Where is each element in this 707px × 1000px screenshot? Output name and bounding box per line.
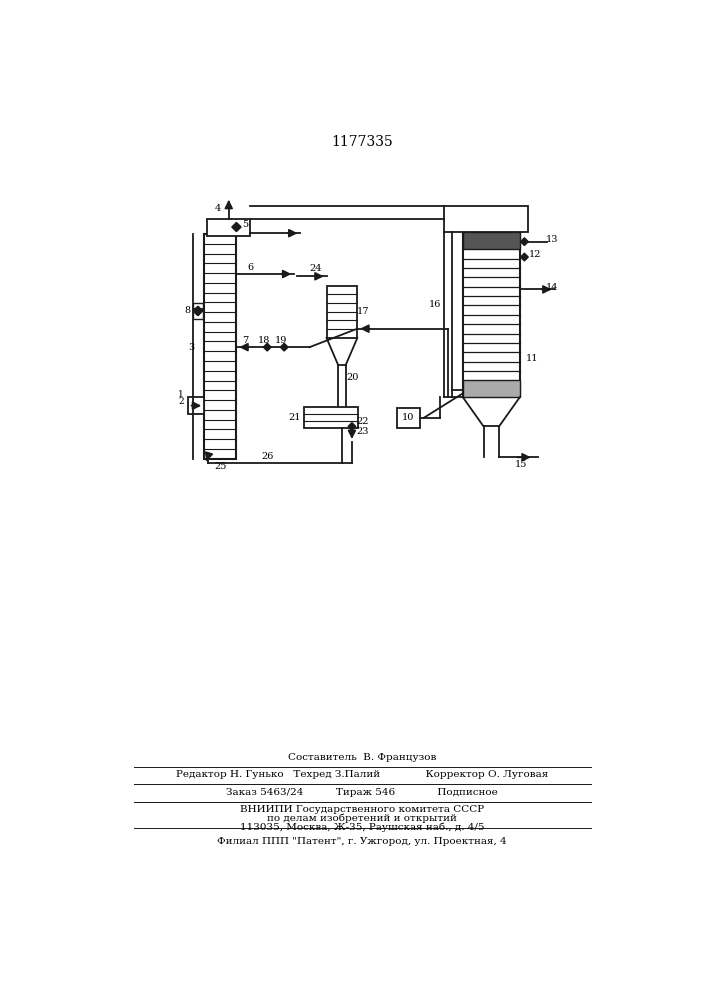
Bar xyxy=(188,397,204,414)
Text: 6: 6 xyxy=(247,263,253,272)
Text: 21: 21 xyxy=(288,413,301,422)
Bar xyxy=(304,407,358,428)
Text: 17: 17 xyxy=(357,307,370,316)
Text: ВНИИПИ Государственного комитета СССР: ВНИИПИ Государственного комитета СССР xyxy=(240,805,484,814)
Polygon shape xyxy=(193,306,203,316)
Bar xyxy=(204,234,236,459)
Text: 14: 14 xyxy=(546,283,559,292)
Text: 10: 10 xyxy=(402,413,414,422)
Text: 8: 8 xyxy=(184,306,190,315)
Text: 13: 13 xyxy=(546,235,559,244)
Text: 1177335: 1177335 xyxy=(331,135,393,149)
Text: 26: 26 xyxy=(261,452,274,461)
Text: 4: 4 xyxy=(215,204,221,213)
Polygon shape xyxy=(520,238,528,246)
Text: 1: 1 xyxy=(178,390,184,399)
Text: 24: 24 xyxy=(310,264,322,273)
Text: 11: 11 xyxy=(526,354,539,363)
Bar xyxy=(463,380,520,397)
Polygon shape xyxy=(193,306,203,316)
Text: 25: 25 xyxy=(215,462,227,471)
Text: Составитель  В. Французов: Составитель В. Французов xyxy=(288,753,436,762)
Text: 3: 3 xyxy=(189,343,195,352)
Text: 16: 16 xyxy=(429,300,441,309)
Text: 18: 18 xyxy=(258,336,270,345)
Bar xyxy=(192,303,204,319)
Text: 7: 7 xyxy=(243,336,249,345)
Text: Редактор Н. Гунько   Техред З.Палий              Корректор О. Луговая: Редактор Н. Гунько Техред З.Палий Коррек… xyxy=(176,770,548,779)
Bar xyxy=(207,219,250,235)
Bar xyxy=(397,408,420,428)
Polygon shape xyxy=(520,253,528,261)
Text: по делам изобретений и открытий: по делам изобретений и открытий xyxy=(267,814,457,823)
Text: 12: 12 xyxy=(529,250,542,259)
Polygon shape xyxy=(281,343,288,351)
Polygon shape xyxy=(348,423,356,430)
Text: 20: 20 xyxy=(346,373,359,382)
Text: 15: 15 xyxy=(515,460,527,469)
Text: 2: 2 xyxy=(178,397,184,406)
Text: 113035, Москва, Ж-35, Раушская наб., д. 4/5: 113035, Москва, Ж-35, Раушская наб., д. … xyxy=(240,823,484,832)
Text: 5: 5 xyxy=(243,220,249,229)
Bar xyxy=(463,232,520,397)
Polygon shape xyxy=(264,343,271,351)
Text: 23: 23 xyxy=(356,427,369,436)
Text: Заказ 5463/24          Тираж 546             Подписное: Заказ 5463/24 Тираж 546 Подписное xyxy=(226,788,498,797)
Bar xyxy=(444,206,527,232)
Text: Филиал ППП "Патент", г. Ужгород, ул. Проектная, 4: Филиал ППП "Патент", г. Ужгород, ул. Про… xyxy=(217,837,507,846)
Bar xyxy=(327,286,357,338)
Bar xyxy=(463,232,520,249)
Polygon shape xyxy=(232,222,241,232)
Text: 22: 22 xyxy=(356,417,369,426)
Text: 19: 19 xyxy=(275,336,287,345)
